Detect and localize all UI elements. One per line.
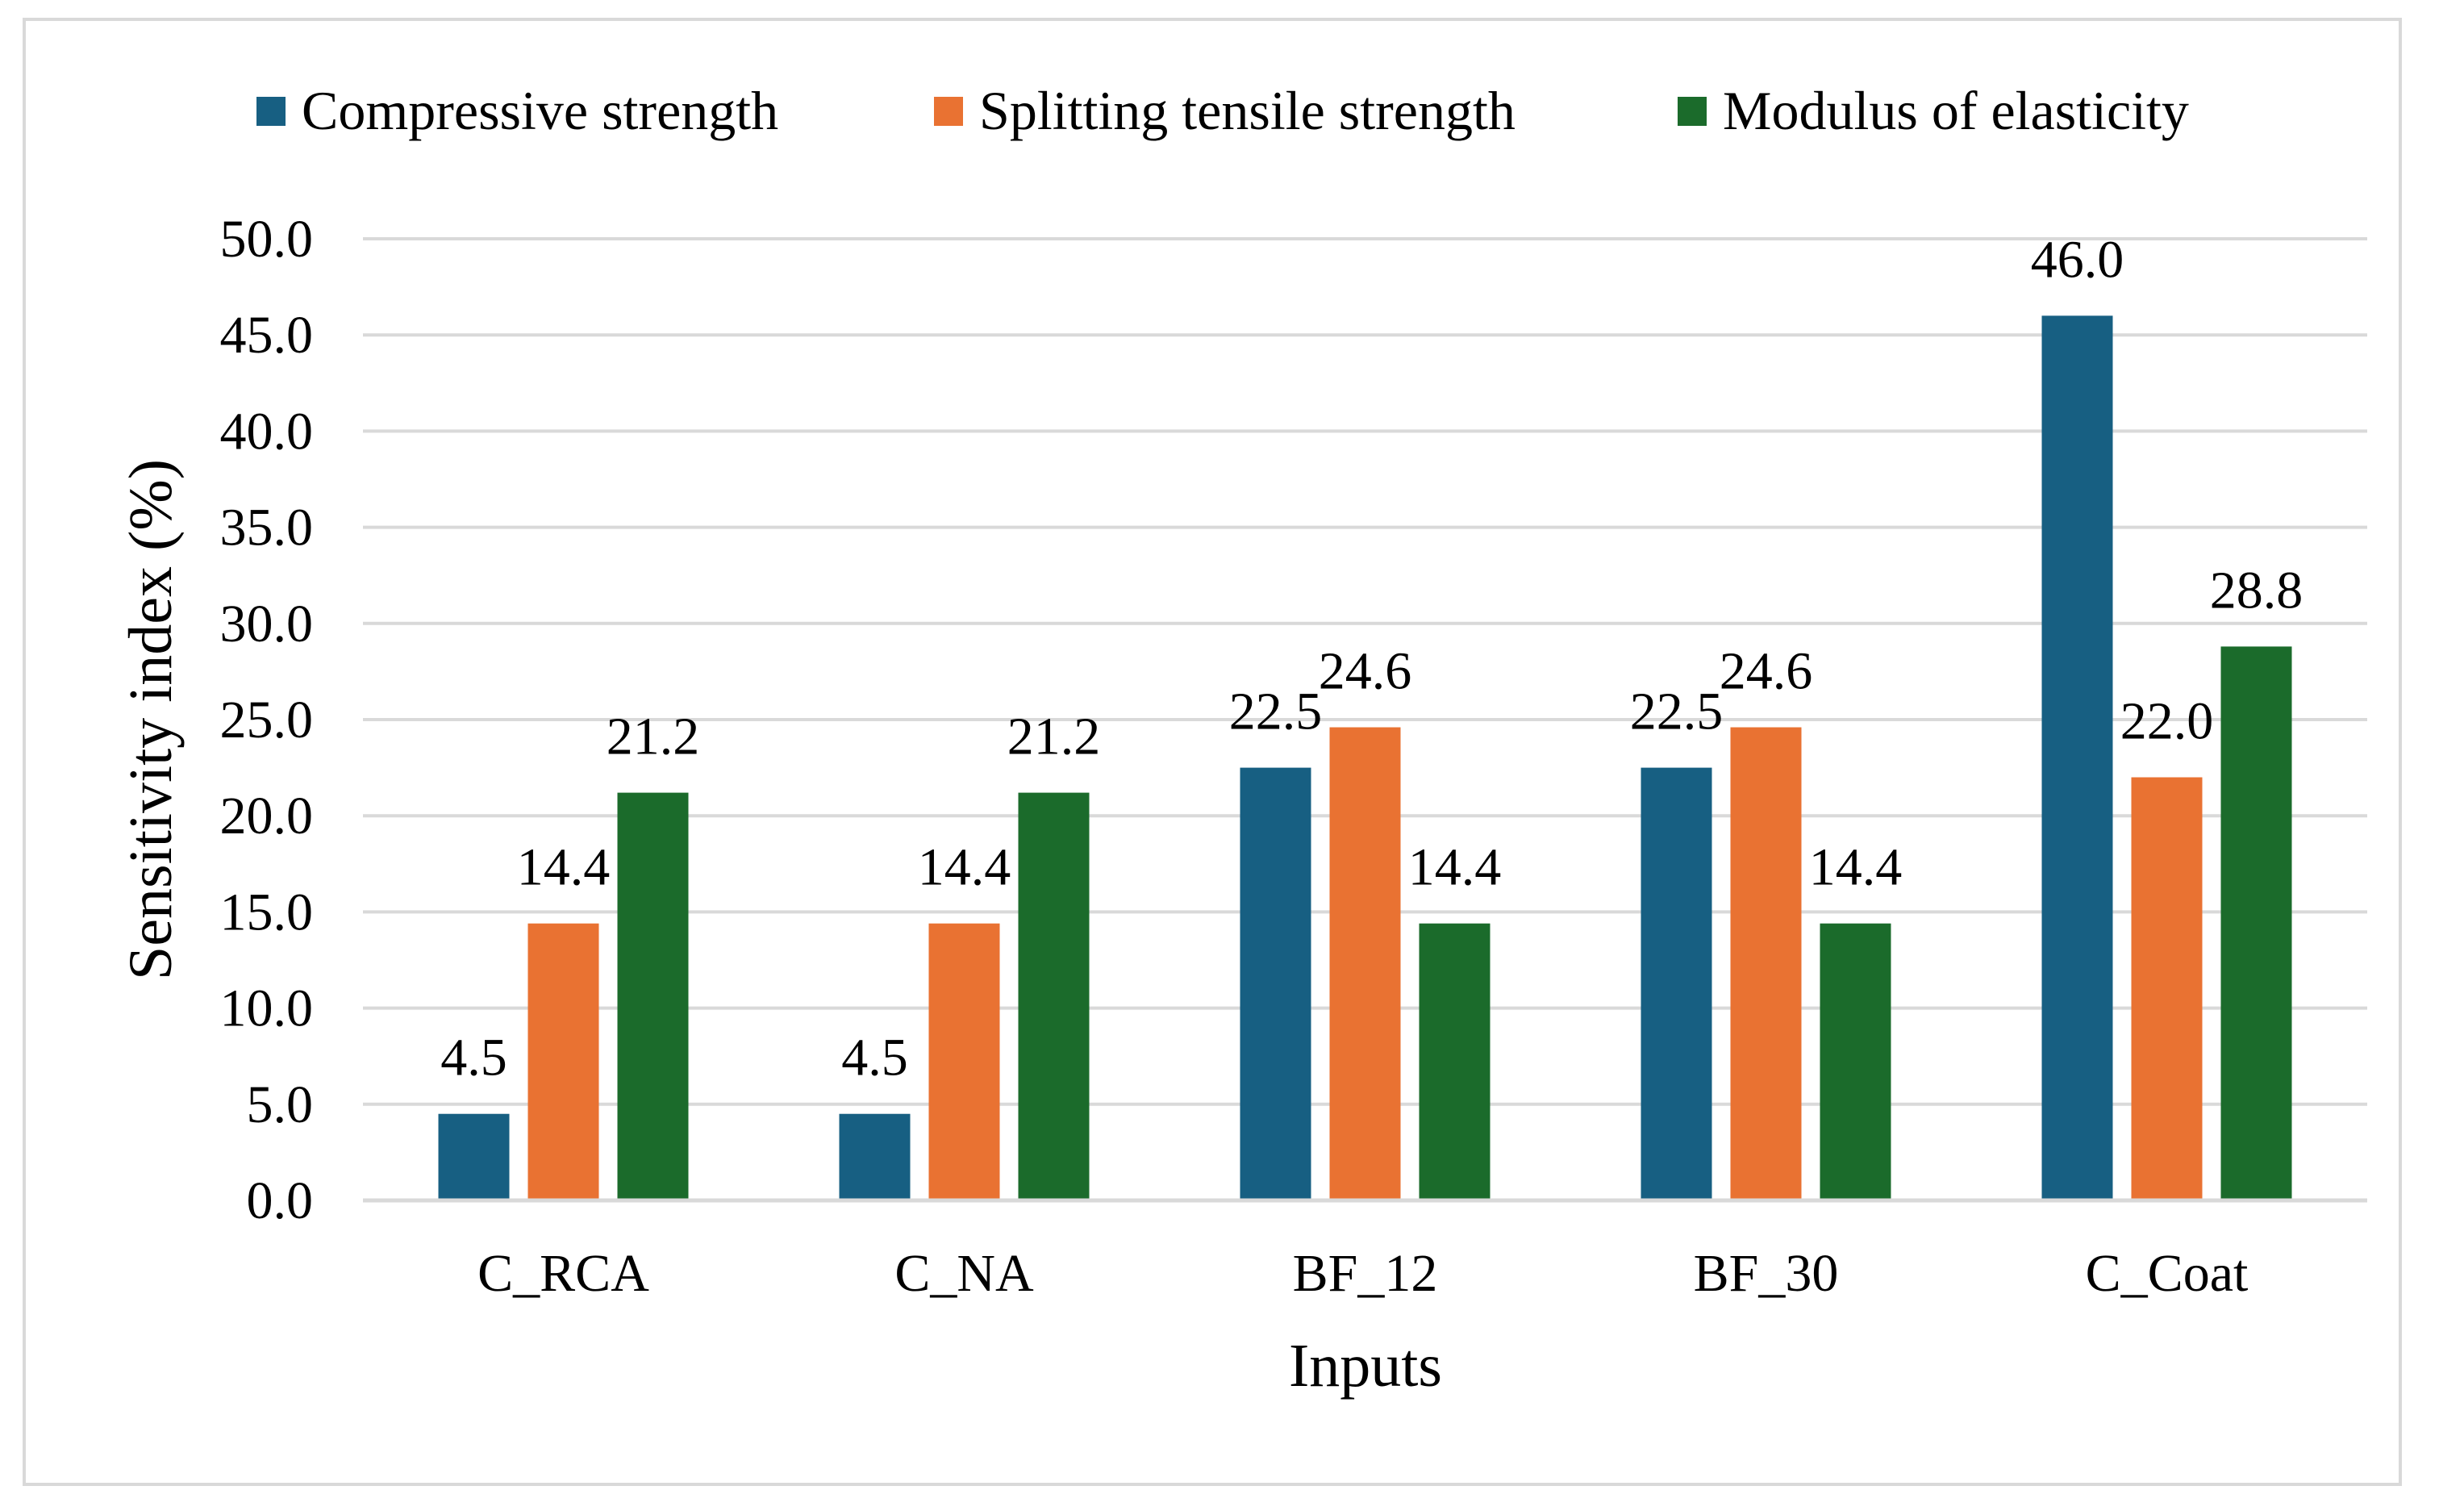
y-axis-ticks: 0.0 5.0 10.0 15.0 20.0 25.0 30.0 35.0 40.0 45.0 50… [220, 210, 314, 1230]
y-tick-label: 15.0 [220, 883, 314, 941]
bar-modulus-of-elasticity-c_rca [617, 792, 689, 1200]
data-label: 46.0 [2031, 230, 2124, 289]
legend-swatch [1678, 97, 1707, 126]
bar-splitting-tensile-strength-bf_12 [1329, 727, 1401, 1200]
y-tick-label: 25.0 [220, 691, 314, 749]
data-label: 28.8 [2210, 561, 2303, 620]
y-tick-label: 35.0 [220, 499, 314, 557]
x-tick-label: BF_12 [1293, 1244, 1438, 1303]
y-tick-label: 30.0 [220, 595, 314, 653]
x-axis-ticks: C_RCA C_NA BF_12 BF_30 C_Coat [477, 1244, 2248, 1303]
bar-splitting-tensile-strength-c_na [928, 923, 1000, 1200]
y-tick-label: 50.0 [220, 210, 314, 269]
y-tick-label: 45.0 [220, 306, 314, 365]
data-label: 14.4 [1408, 838, 1502, 897]
x-tick-label: C_RCA [477, 1244, 649, 1303]
x-tick-label: C_NA [894, 1244, 1034, 1303]
y-axis-title: Sensitivity index (%) [117, 459, 185, 980]
bar-splitting-tensile-strength-c_rca [527, 923, 599, 1200]
legend-label: Modulus of elasticity [1723, 80, 2189, 141]
bars [438, 315, 2292, 1200]
x-tick-label: BF_30 [1694, 1244, 1839, 1303]
data-label: 22.5 [1630, 682, 1724, 741]
y-tick-label: 0.0 [247, 1171, 314, 1230]
bar-modulus-of-elasticity-c_coat [2220, 646, 2292, 1200]
data-label: 21.2 [607, 707, 700, 766]
data-label: 4.5 [440, 1029, 507, 1087]
x-tick-label: C_Coat [2086, 1244, 2249, 1303]
data-label: 22.0 [2120, 692, 2214, 751]
legend-swatch [934, 97, 963, 126]
legend: Compressive strength Splitting tensile st… [256, 80, 2189, 141]
y-tick-label: 5.0 [247, 1075, 314, 1134]
legend-label: Splitting tensile strength [979, 80, 1516, 141]
chart-frame [23, 18, 2402, 1486]
y-tick-label: 10.0 [220, 979, 314, 1038]
bar-compressive-strength-c_rca [438, 1113, 510, 1200]
bar-modulus-of-elasticity-bf_12 [1419, 923, 1490, 1200]
bar-compressive-strength-bf_12 [1240, 767, 1311, 1200]
bar-compressive-strength-bf_30 [1641, 767, 1712, 1200]
data-label: 14.4 [517, 838, 611, 897]
legend-label: Compressive strength [302, 80, 778, 141]
bar-modulus-of-elasticity-bf_30 [1820, 923, 1891, 1200]
bar-splitting-tensile-strength-bf_30 [1730, 727, 1802, 1200]
x-axis-title: Inputs [1289, 1332, 1442, 1400]
legend-swatch [256, 97, 286, 126]
data-label: 14.4 [918, 838, 1011, 897]
data-label: 24.6 [1319, 642, 1412, 701]
data-label: 21.2 [1007, 707, 1101, 766]
data-label: 4.5 [841, 1029, 908, 1087]
gridlines [363, 237, 2367, 1106]
data-labels: 4.514.421.24.514.421.2 22.524.614.422.524… [440, 230, 2303, 1087]
y-tick-label: 40.0 [220, 402, 314, 461]
y-tick-label: 20.0 [220, 787, 314, 845]
data-label: 24.6 [1720, 642, 1813, 701]
bar-compressive-strength-c_na [839, 1113, 911, 1200]
data-label: 22.5 [1229, 682, 1323, 741]
bar-compressive-strength-c_coat [2041, 315, 2113, 1200]
bar-modulus-of-elasticity-c_na [1018, 792, 1090, 1200]
data-label: 14.4 [1809, 838, 1903, 897]
bar-splitting-tensile-strength-c_coat [2131, 777, 2203, 1200]
